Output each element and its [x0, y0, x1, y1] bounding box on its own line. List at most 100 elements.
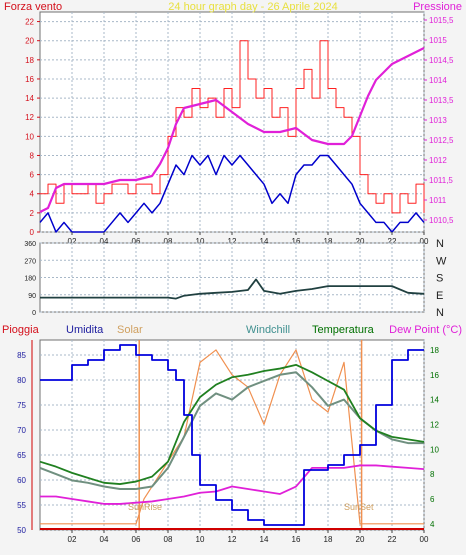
label-windchill: Windchill [246, 324, 290, 336]
top-xtick-label-04: 04 [100, 237, 109, 246]
wind-direction-line [40, 278, 425, 300]
top-chart-axes: 02468101214161820221010,510111011,510121… [25, 16, 454, 246]
top-ytick-left-label-0: 0 [30, 228, 35, 237]
bot-xtick-label-04: 04 [100, 535, 109, 544]
dir-compass-label-1: W [436, 255, 447, 267]
bot-xtick-label-10: 10 [196, 535, 205, 544]
label-temperatura: Temperatura [312, 324, 375, 336]
top-ytick-left-label-2: 2 [30, 209, 35, 218]
label-pioggia: Pioggia [2, 324, 40, 336]
top-ytick-right-label-1015,5: 1015,5 [429, 16, 454, 25]
dir-ytick-label-360: 360 [24, 241, 36, 248]
bot-ytick-right-label-8: 8 [430, 470, 435, 479]
top-xtick-label-22: 22 [388, 237, 397, 246]
bot-ytick-left-label-65: 65 [17, 451, 26, 460]
bot-ytick-right-label-16: 16 [430, 371, 439, 380]
top-ytick-left-label-14: 14 [25, 94, 34, 103]
wind-gust-line [40, 40, 425, 214]
dir-compass-label-3: E [436, 290, 443, 302]
bot-xtick-label-02: 02 [68, 535, 77, 544]
bot-ytick-right-label-18: 18 [430, 346, 439, 355]
dir-ytick-label-270: 270 [24, 258, 36, 265]
top-xtick-label-18: 18 [324, 237, 333, 246]
bot-ytick-left-label-80: 80 [17, 376, 26, 385]
dir-ytick-label-90: 90 [28, 293, 36, 300]
top-xtick-label-06: 06 [132, 237, 141, 246]
bot-ytick-left-label-60: 60 [17, 476, 26, 485]
top-ytick-right-label-1014: 1014 [429, 76, 447, 85]
sunset-label: SunSet [344, 502, 374, 512]
bot-ytick-right-label-12: 12 [430, 420, 439, 429]
pressure-line [39, 47, 425, 213]
bot-xtick-label-00: 00 [420, 535, 429, 544]
bot-ytick-right-label-10: 10 [430, 445, 439, 454]
top-chart-title: 24 hour graph day - 26 Aprile 2024 [168, 1, 337, 13]
top-ytick-left-label-12: 12 [25, 113, 34, 122]
top-ytick-right-label-1013: 1013 [429, 116, 447, 125]
bot-xtick-label-12: 12 [228, 535, 237, 544]
bot-xtick-label-14: 14 [260, 535, 269, 544]
dewpoint-line [40, 464, 425, 505]
bot-ytick-left-label-55: 55 [17, 501, 26, 510]
dir-ytick-label-0: 0 [32, 310, 36, 317]
top-chart-grid [40, 12, 425, 233]
bot-ytick-left-label-75: 75 [17, 401, 26, 410]
top-chart-left-label: Forza vento [4, 1, 62, 13]
top-ytick-right-label-1011: 1011 [429, 196, 447, 205]
temperature-line [39, 363, 425, 485]
top-ytick-left-label-10: 10 [25, 132, 34, 141]
top-chart-right-label: Pressione [413, 1, 462, 13]
top-xtick-label-10: 10 [196, 237, 205, 246]
label-solar: Solar [117, 324, 143, 336]
top-ytick-left-label-18: 18 [25, 56, 34, 65]
top-ytick-left-label-4: 4 [30, 190, 35, 199]
top-ytick-right-label-1012,5: 1012,5 [429, 136, 454, 145]
direction-chart-grid [40, 242, 425, 313]
top-ytick-right-label-1011,5: 1011,5 [429, 176, 453, 185]
top-ytick-left-label-20: 20 [25, 37, 34, 46]
dir-compass-label-2: S [436, 273, 443, 285]
top-xtick-label-00: 00 [420, 237, 429, 246]
top-ytick-left-label-22: 22 [25, 18, 34, 27]
top-xtick-label-16: 16 [292, 237, 301, 246]
top-xtick-label-20: 20 [356, 237, 365, 246]
top-ytick-left-label-8: 8 [30, 151, 35, 160]
bot-ytick-left-label-85: 85 [17, 351, 26, 360]
top-ytick-right-label-1012: 1012 [429, 156, 447, 165]
bottom-chart-series [39, 340, 425, 530]
top-xtick-label-08: 08 [164, 237, 173, 246]
label-dewpoint: Dew Point (°C) [389, 324, 462, 336]
label-umidita: Umidita [66, 324, 104, 336]
bot-xtick-label-16: 16 [292, 535, 301, 544]
bot-xtick-label-06: 06 [132, 535, 141, 544]
bottom-chart-plot-area [39, 339, 425, 531]
bot-ytick-right-label-6: 6 [430, 495, 435, 504]
bot-ytick-right-label-4: 4 [430, 520, 435, 529]
bottom-chart-axes: 50 55 60 65 70 75 80 85 4 6 8 10 12 14 16 18 02 04 06 08 10 1… [17, 340, 439, 544]
dir-compass-label-4: N [436, 307, 444, 319]
top-ytick-right-label-1015: 1015 [429, 36, 447, 45]
top-xtick-label-12: 12 [228, 237, 237, 246]
bot-xtick-label-08: 08 [164, 535, 173, 544]
bot-xtick-label-20: 20 [356, 535, 365, 544]
bot-ytick-right-label-14: 14 [430, 396, 439, 405]
top-ytick-left-label-6: 6 [30, 171, 35, 180]
bot-ytick-left-label-70: 70 [17, 426, 26, 435]
top-xtick-label-14: 14 [260, 237, 269, 246]
top-ytick-right-label-1014,5: 1014,5 [429, 56, 454, 65]
top-xtick-label-02: 02 [68, 237, 77, 246]
dir-ytick-label-180: 180 [24, 276, 36, 283]
bot-ytick-left-label-50: 50 [17, 526, 26, 535]
bot-xtick-label-22: 22 [388, 535, 397, 544]
humidity-line [40, 344, 424, 526]
direction-chart-series [40, 278, 425, 300]
dir-compass-label-0: N [436, 238, 444, 250]
sunrise-label: SunRise [128, 502, 162, 512]
top-ytick-left-label-16: 16 [25, 75, 34, 84]
top-ytick-right-label-1010,5: 1010,5 [429, 216, 454, 225]
bot-xtick-label-18: 18 [324, 535, 333, 544]
top-ytick-right-label-1013,5: 1013,5 [429, 96, 454, 105]
